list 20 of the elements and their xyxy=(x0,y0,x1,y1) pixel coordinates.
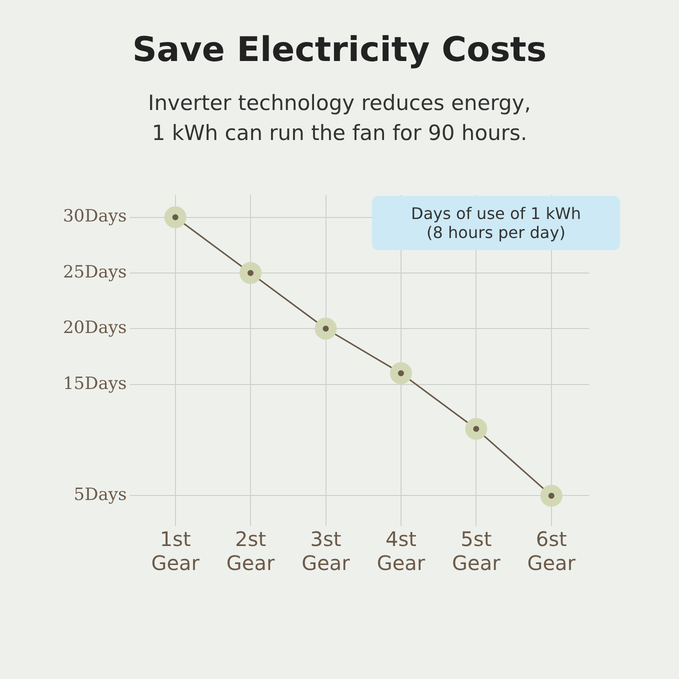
chart-subtitle: Inverter technology reduces energy, 1 kWh can run the fan for 90 hours. xyxy=(147,90,532,147)
point xyxy=(164,206,186,228)
y-tick-label: 20Days xyxy=(62,318,127,338)
y-tick-label: 15Days xyxy=(62,374,127,394)
x-tick-label: 4st Gear xyxy=(376,527,426,576)
x-tick-label: 5st Gear xyxy=(452,527,502,576)
y-tick-label: 25Days xyxy=(62,262,127,282)
chart-title: Save Electricity Costs xyxy=(131,30,548,70)
point xyxy=(240,262,262,284)
point xyxy=(390,362,412,384)
note-box: Days of use of 1 kWh (8 hours per day) xyxy=(372,196,620,250)
x-tick-label: 6st Gear xyxy=(527,527,576,576)
x-tick-label: 2st Gear xyxy=(226,527,276,576)
y-tick-label: 5Days xyxy=(74,485,127,506)
y-tick-label: 30Days xyxy=(62,206,127,227)
point xyxy=(540,484,562,507)
x-tick-label: 3st Gear xyxy=(302,527,351,576)
point xyxy=(465,418,488,440)
point xyxy=(314,318,337,340)
x-tick-label: 1st Gear xyxy=(151,527,200,576)
